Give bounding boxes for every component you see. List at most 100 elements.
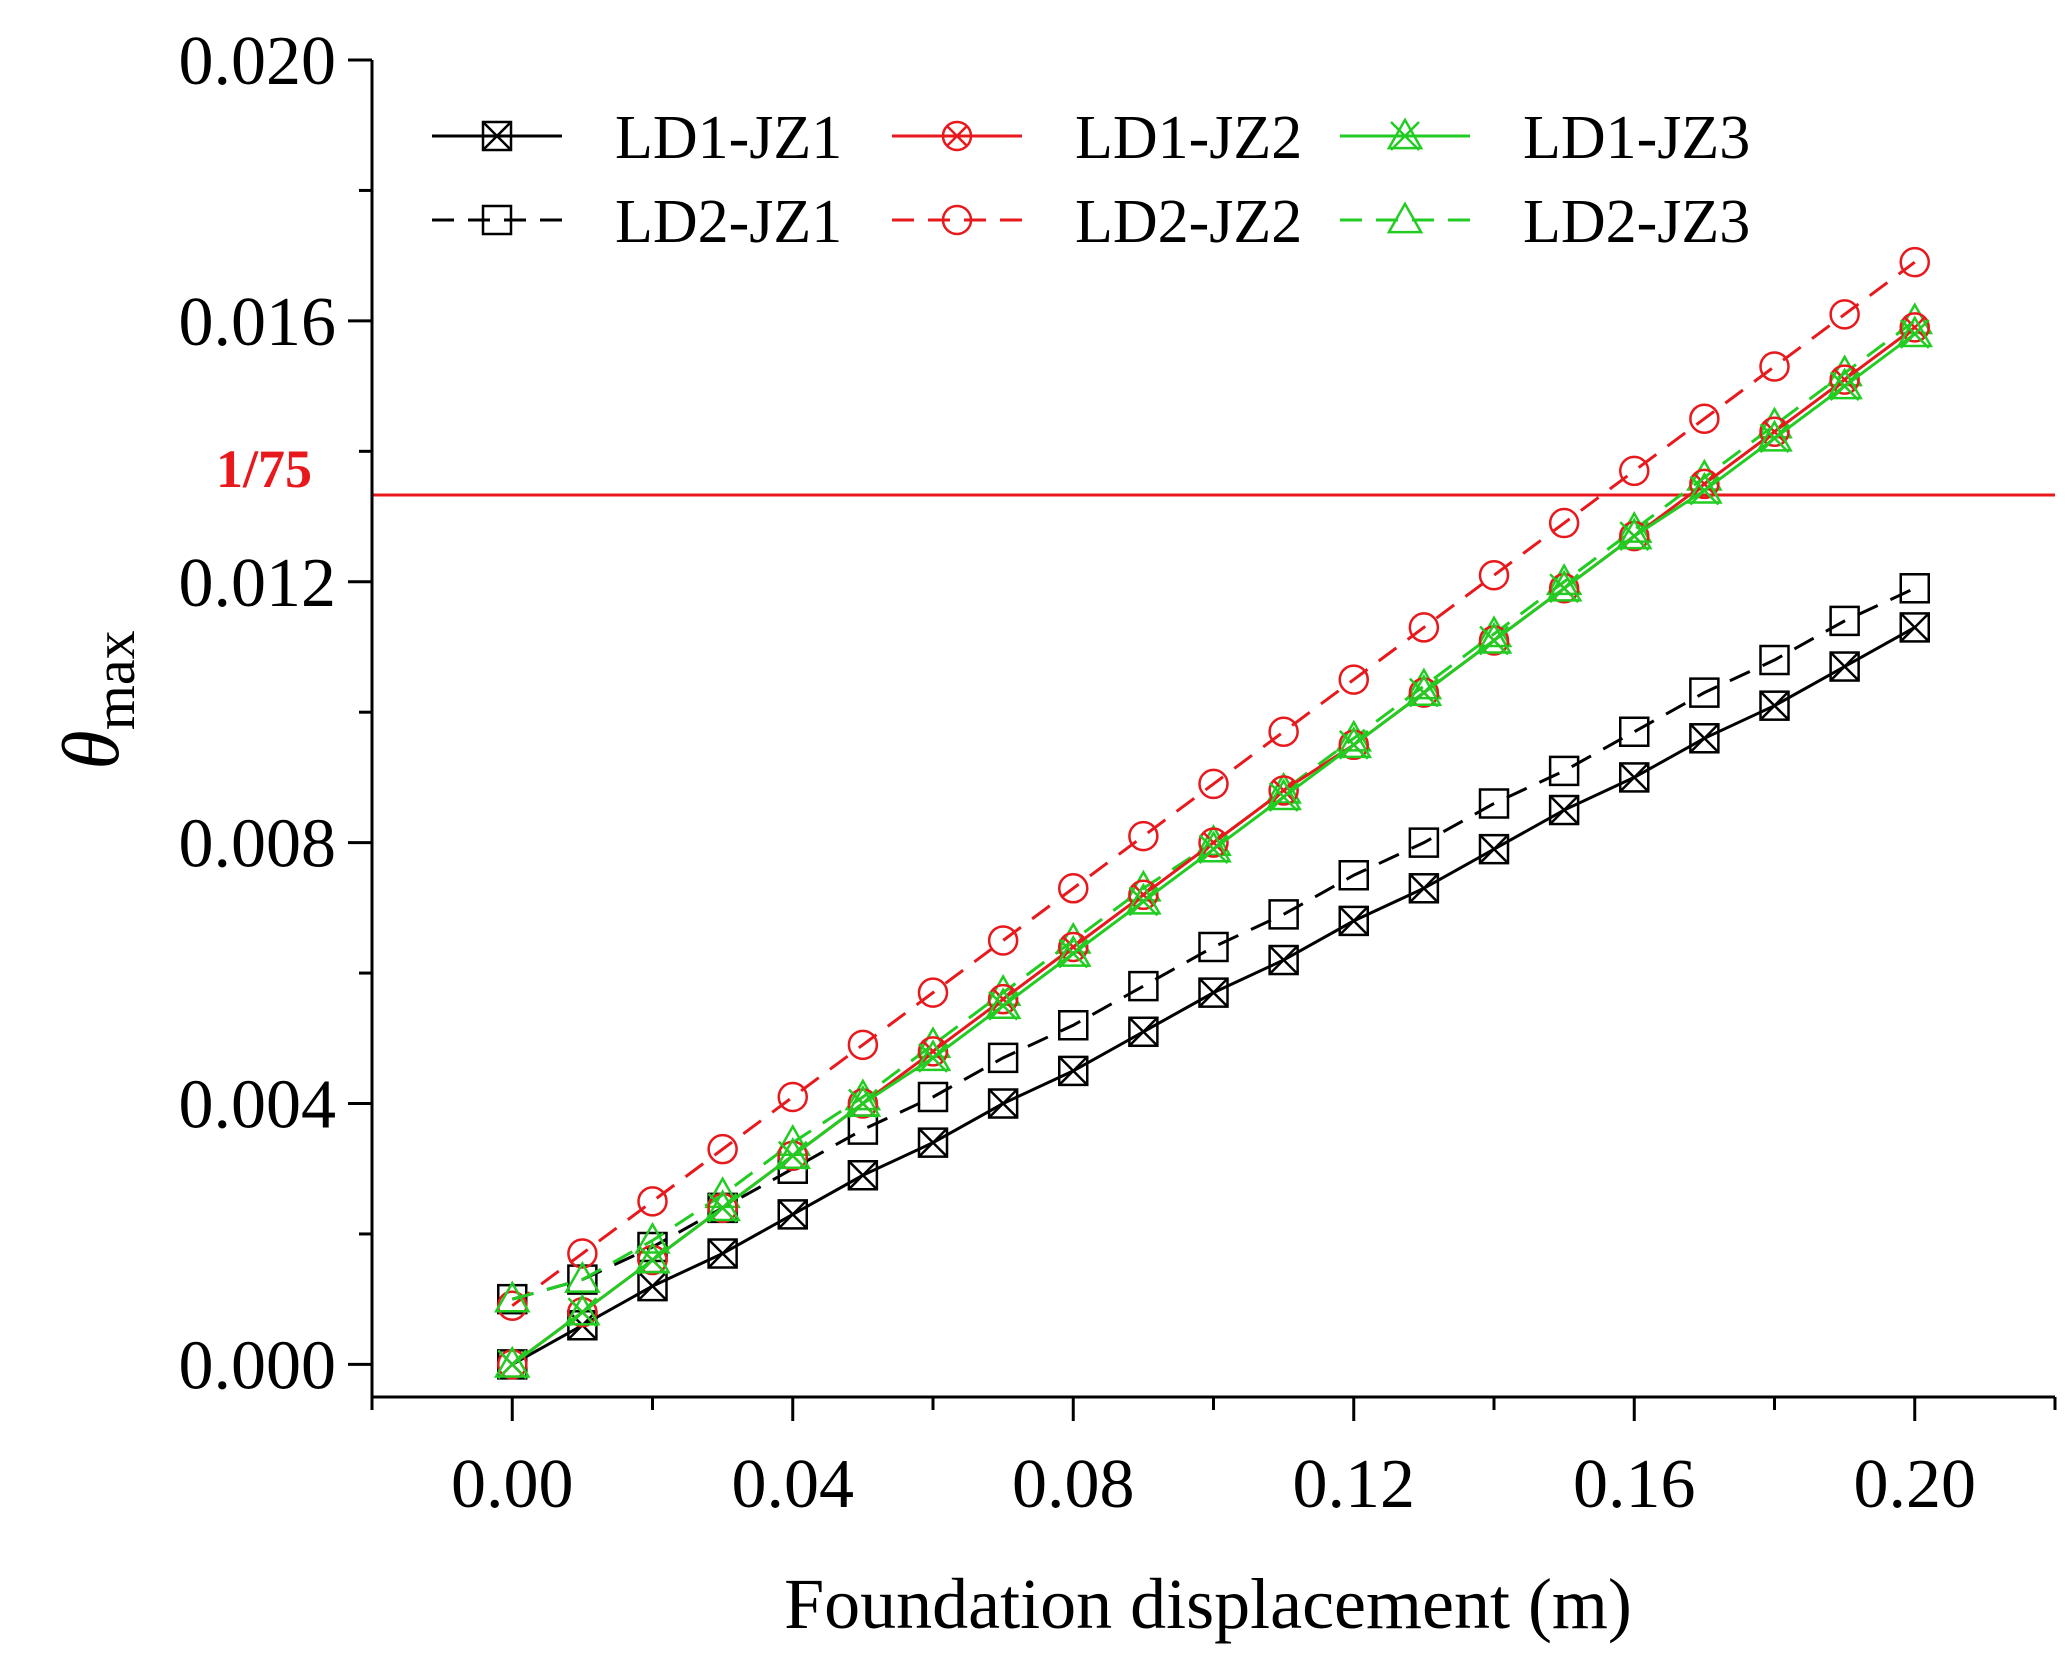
y-tick-label: 0.020 (179, 23, 337, 100)
marker-circle (1198, 768, 1229, 800)
marker-cross (946, 125, 968, 147)
data-point (637, 1186, 668, 1217)
marker-circle (1759, 416, 1790, 448)
data-point (1899, 573, 1930, 604)
marker-triangle (844, 1084, 882, 1117)
marker-cross (777, 1140, 808, 1171)
data-point (707, 1133, 738, 1165)
data-point (777, 1199, 808, 1230)
data-point (914, 1039, 952, 1073)
data-point (707, 1238, 738, 1269)
legend-label: LD1-JZ1 (615, 104, 842, 172)
marker-circle (1058, 931, 1089, 963)
data-point (1198, 931, 1229, 963)
series-LD2-JZ2 (497, 246, 1930, 1321)
data-point (1128, 970, 1159, 1002)
y-tick-label: 0.016 (179, 284, 337, 361)
marker-circle (847, 1029, 879, 1061)
marker-box (917, 1127, 949, 1158)
marker-square (1899, 573, 1930, 604)
marker-triangle (564, 1293, 601, 1326)
legend-item-LD1-JZ3: LD1-JZ3 (1340, 104, 1750, 172)
marker-box (1338, 905, 1369, 937)
data-point (1899, 612, 1930, 643)
data-point (1619, 716, 1650, 748)
marker-circle (1689, 468, 1720, 500)
marker-cross (988, 990, 1019, 1021)
marker-cross (847, 1160, 878, 1191)
data-point (1545, 569, 1583, 604)
x-tick-label: 0.20 (1854, 1446, 1977, 1523)
data-point (1128, 820, 1159, 852)
svg-text:θmax: θmax (48, 630, 147, 769)
marker-cross (1833, 368, 1856, 391)
marker-circle (707, 1133, 738, 1165)
marker-cross (1198, 834, 1229, 865)
data-point (917, 977, 949, 1008)
data-point (1198, 977, 1229, 1008)
x-tick-label: 0.12 (1293, 1446, 1416, 1523)
marker-square (481, 204, 513, 236)
data-point (1058, 1009, 1089, 1041)
data-point (777, 1081, 808, 1113)
data-point (1829, 299, 1860, 330)
data-point (1759, 351, 1790, 382)
marker-circle (1899, 246, 1930, 278)
data-point (1548, 507, 1580, 539)
axes: 0.000 0.004 0.008 0.012 0.016 0.020 0.00 0.04 0.… (179, 23, 2057, 1523)
marker-circle (917, 1036, 949, 1067)
marker-cross (1268, 945, 1299, 975)
marker-circle (1338, 664, 1369, 695)
marker-triangle (1686, 471, 1723, 504)
marker-cross (1693, 473, 1716, 495)
marker-triangle (774, 1137, 812, 1170)
data-point (987, 1088, 1019, 1119)
data-point (987, 983, 1019, 1015)
marker-triangle (1475, 621, 1513, 654)
marker-cross (1198, 977, 1229, 1008)
marker-circle (1619, 455, 1650, 487)
marker-triangle (1386, 201, 1424, 234)
data-point (1338, 859, 1369, 891)
data-point (1128, 879, 1159, 911)
marker-square (1689, 677, 1720, 708)
marker-cross (1058, 1056, 1089, 1086)
marker-cross (1390, 121, 1420, 151)
data-point (1689, 723, 1720, 754)
marker-cross (497, 1349, 528, 1380)
marker-triangle (1195, 830, 1232, 863)
marker-cross (1619, 762, 1650, 793)
marker-box (1619, 762, 1650, 793)
marker-cross (918, 1042, 948, 1073)
data-point (1054, 934, 1092, 969)
marker-cross (1479, 625, 1509, 656)
marker-square (917, 1081, 949, 1113)
marker-circle (1759, 351, 1790, 382)
x-tick-label: 0.08 (1012, 1446, 1135, 1523)
marker-square (1548, 755, 1580, 787)
data-point (1899, 312, 1930, 343)
marker-cross (1132, 884, 1155, 906)
marker-square (847, 1114, 879, 1145)
y-axis-title: θmax (48, 630, 147, 769)
marker-triangle (1826, 367, 1863, 400)
legend-label: LD2-JZ3 (1523, 188, 1750, 256)
marker-box (481, 120, 513, 152)
series-line (511, 260, 1916, 1307)
marker-cross (1338, 906, 1369, 936)
data-point (1265, 778, 1302, 812)
data-point (1826, 367, 1863, 401)
marker-circle (1268, 716, 1299, 748)
marker-circle (1268, 775, 1299, 806)
marker-triangle (1386, 117, 1424, 150)
y-tick-label: 0.008 (179, 806, 337, 883)
marker-square (1058, 1009, 1089, 1041)
marker-cross (1062, 936, 1085, 958)
marker-cross (1903, 316, 1926, 339)
marker-box (1198, 977, 1229, 1008)
data-point (844, 1084, 882, 1119)
x-tick-label: 0.00 (451, 1446, 574, 1523)
data-point (1829, 364, 1860, 395)
data-point (704, 1189, 741, 1223)
legend: LD1-JZ1 LD1-JZ2 LD1-JZ3 LD2-JZ1 LD2-JZ2 LD2-J… (432, 104, 1750, 256)
